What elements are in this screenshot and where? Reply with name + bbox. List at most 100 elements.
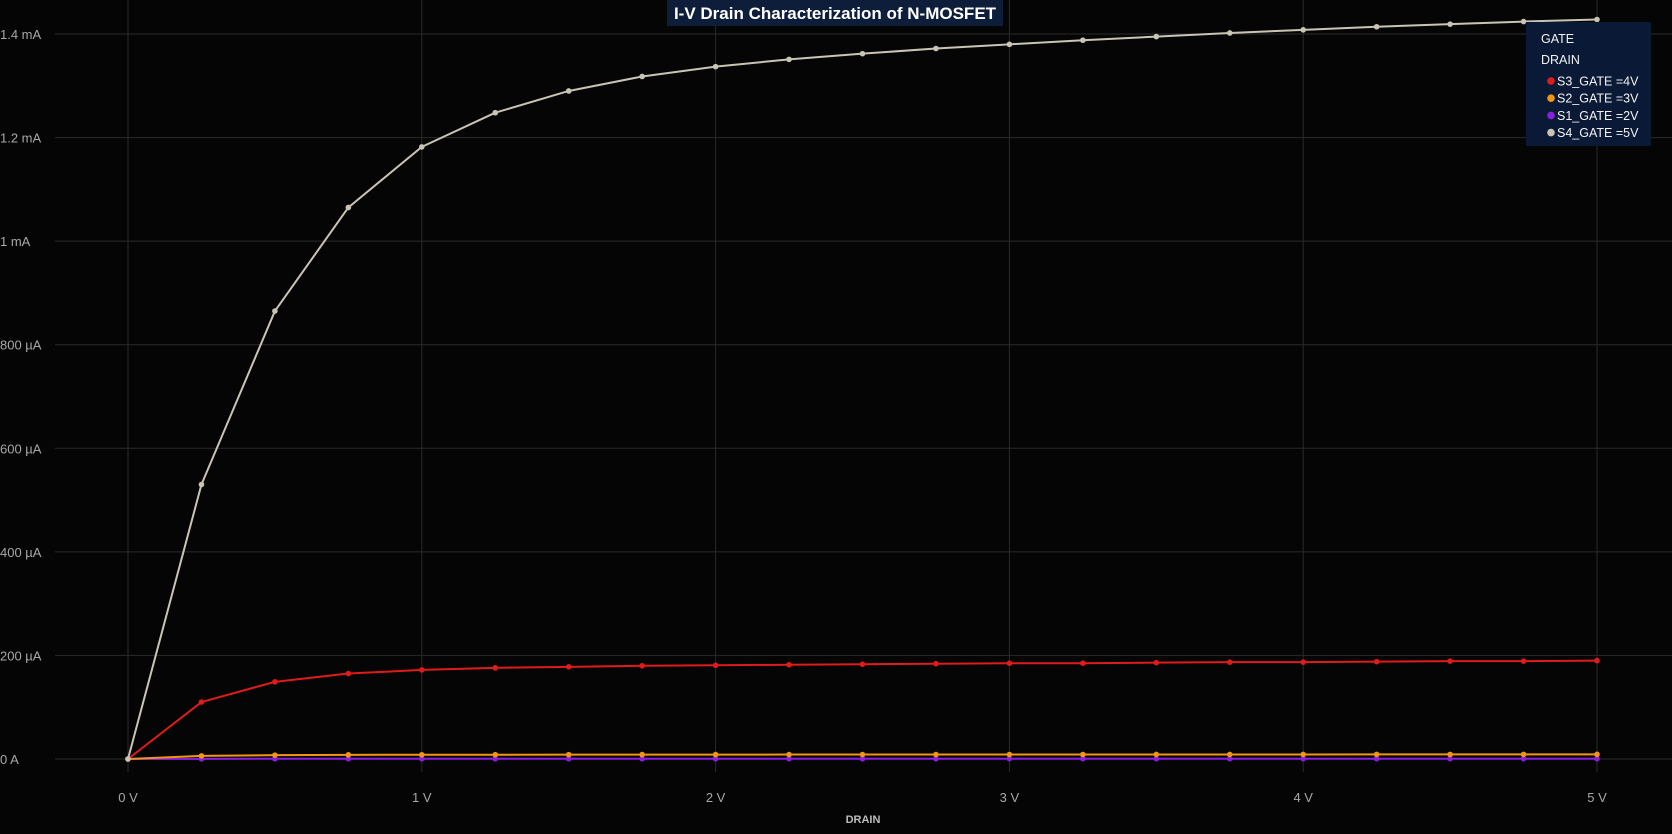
data-point-s1-gate-2v[interactable] bbox=[1373, 755, 1380, 762]
data-point-s2-gate-3v[interactable] bbox=[198, 753, 205, 759]
data-point-s1-gate-2v[interactable] bbox=[345, 755, 352, 762]
data-point-s1-gate-2v[interactable] bbox=[565, 755, 572, 762]
data-point-s4-gate-5v[interactable] bbox=[1594, 16, 1600, 23]
data-point-s1-gate-2v[interactable] bbox=[419, 755, 425, 762]
data-point-s4-gate-5v[interactable] bbox=[1300, 27, 1306, 33]
data-point-s4-gate-5v[interactable] bbox=[198, 481, 205, 488]
y-axis: 0 A 200 µA 400 µA 600 µA 800 µA 1 mA 1.2 mA 1.4… bbox=[0, 27, 42, 767]
data-point-s4-gate-5v[interactable] bbox=[272, 308, 278, 314]
x-axis-label: DRAIN bbox=[846, 814, 881, 826]
data-point-s4-gate-5v[interactable] bbox=[1006, 41, 1013, 48]
x-tick-label: 0 V bbox=[118, 790, 138, 805]
data-point-s4-gate-5v[interactable] bbox=[565, 88, 572, 94]
data-point-s1-gate-2v[interactable] bbox=[1594, 755, 1600, 762]
data-point-s2-gate-3v[interactable] bbox=[1080, 751, 1086, 758]
x-tick-label: 5 V bbox=[1587, 790, 1607, 805]
data-point-s3-gate-4v[interactable] bbox=[1153, 659, 1160, 666]
legend-item-s3-gate-4v[interactable]: S3_GATE =4V bbox=[1557, 75, 1639, 89]
data-point-s3-gate-4v[interactable] bbox=[933, 660, 939, 667]
data-point-s1-gate-2v[interactable] bbox=[492, 755, 499, 762]
data-point-s2-gate-3v[interactable] bbox=[345, 752, 352, 758]
data-point-s4-gate-5v[interactable] bbox=[859, 50, 866, 57]
data-point-s3-gate-4v[interactable] bbox=[712, 662, 719, 669]
data-point-s4-gate-5v[interactable] bbox=[419, 144, 425, 150]
data-point-s2-gate-3v[interactable] bbox=[565, 751, 572, 758]
data-point-s3-gate-4v[interactable] bbox=[272, 679, 278, 685]
data-point-s4-gate-5v[interactable] bbox=[345, 204, 352, 211]
series-line-s4-gate-5v bbox=[127, 18, 1598, 760]
data-point-s1-gate-2v[interactable] bbox=[933, 755, 939, 762]
data-point-s3-gate-4v[interactable] bbox=[198, 699, 205, 705]
data-point-s3-gate-4v[interactable] bbox=[1373, 658, 1380, 665]
data-point-s4-gate-5v[interactable] bbox=[933, 45, 939, 52]
data-point-s1-gate-2v[interactable] bbox=[1520, 755, 1527, 762]
data-point-s2-gate-3v[interactable] bbox=[786, 751, 792, 758]
y-tick-label: 200 µA bbox=[0, 648, 42, 663]
data-point-s2-gate-3v[interactable] bbox=[1594, 751, 1600, 758]
data-point-s4-gate-5v[interactable] bbox=[1373, 23, 1380, 30]
data-point-s2-gate-3v[interactable] bbox=[1226, 751, 1233, 758]
data-point-s1-gate-2v[interactable] bbox=[639, 755, 645, 762]
data-point-s3-gate-4v[interactable] bbox=[419, 667, 425, 673]
legend-item-s1-gate-2v[interactable]: S1_GATE =2V bbox=[1557, 109, 1639, 123]
series-s4-gate-5v bbox=[125, 16, 1600, 762]
data-point-s2-gate-3v[interactable] bbox=[1373, 751, 1380, 758]
y-tick-label: 1 mA bbox=[0, 234, 31, 249]
data-point-s3-gate-4v[interactable] bbox=[345, 670, 352, 677]
data-point-s4-gate-5v[interactable] bbox=[639, 73, 645, 80]
series-s1-gate-2v bbox=[125, 755, 1600, 762]
data-point-s1-gate-2v[interactable] bbox=[1300, 755, 1306, 762]
data-point-s4-gate-5v[interactable] bbox=[125, 756, 131, 762]
data-point-s1-gate-2v[interactable] bbox=[1080, 755, 1086, 762]
data-point-s3-gate-4v[interactable] bbox=[565, 664, 572, 670]
data-point-s3-gate-4v[interactable] bbox=[1080, 660, 1086, 666]
data-point-s3-gate-4v[interactable] bbox=[1006, 660, 1013, 666]
data-point-s2-gate-3v[interactable] bbox=[1153, 751, 1160, 758]
data-point-s2-gate-3v[interactable] bbox=[1300, 751, 1306, 758]
data-point-s4-gate-5v[interactable] bbox=[786, 56, 792, 63]
data-point-s2-gate-3v[interactable] bbox=[1447, 751, 1453, 758]
legend-item-s2-gate-3v[interactable]: S2_GATE =3V bbox=[1557, 92, 1639, 106]
data-point-s2-gate-3v[interactable] bbox=[1006, 751, 1013, 758]
data-point-s1-gate-2v[interactable] bbox=[1447, 755, 1453, 762]
data-point-s3-gate-4v[interactable] bbox=[492, 665, 499, 671]
data-point-s1-gate-2v[interactable] bbox=[786, 755, 792, 762]
data-point-s1-gate-2v[interactable] bbox=[859, 755, 866, 762]
data-point-s1-gate-2v[interactable] bbox=[1006, 755, 1013, 762]
data-point-s2-gate-3v[interactable] bbox=[933, 751, 939, 758]
legend-marker bbox=[1547, 111, 1555, 120]
data-point-s3-gate-4v[interactable] bbox=[639, 662, 645, 669]
legend-item-s4-gate-5v[interactable]: S4_GATE =5V bbox=[1557, 126, 1639, 140]
data-point-s4-gate-5v[interactable] bbox=[1153, 33, 1160, 40]
data-point-s2-gate-3v[interactable] bbox=[492, 751, 499, 758]
data-point-s4-gate-5v[interactable] bbox=[712, 63, 719, 70]
data-point-s4-gate-5v[interactable] bbox=[1226, 30, 1233, 36]
data-point-s3-gate-4v[interactable] bbox=[1520, 658, 1527, 664]
data-point-s1-gate-2v[interactable] bbox=[1153, 755, 1160, 762]
legend-header-gate: GATE bbox=[1541, 32, 1574, 46]
data-point-s1-gate-2v[interactable] bbox=[712, 755, 719, 762]
data-point-s2-gate-3v[interactable] bbox=[639, 751, 645, 758]
legend-marker bbox=[1547, 77, 1555, 85]
data-point-s1-gate-2v[interactable] bbox=[1226, 755, 1233, 762]
data-point-s2-gate-3v[interactable] bbox=[1520, 751, 1527, 758]
data-point-s3-gate-4v[interactable] bbox=[1226, 659, 1233, 665]
legend: GATE DRAIN S3_GATE =4V S2_GATE =3V S1_GATE… bbox=[1526, 22, 1651, 146]
data-point-s2-gate-3v[interactable] bbox=[419, 751, 425, 758]
data-point-s3-gate-4v[interactable] bbox=[1594, 657, 1600, 664]
y-tick-label: 600 µA bbox=[0, 441, 42, 456]
data-point-s3-gate-4v[interactable] bbox=[786, 661, 792, 668]
data-point-s4-gate-5v[interactable] bbox=[1447, 21, 1453, 27]
chart-title: I-V Drain Characterization of N-MOSFET bbox=[674, 4, 997, 23]
data-point-s4-gate-5v[interactable] bbox=[1080, 37, 1086, 44]
data-point-s4-gate-5v[interactable] bbox=[1520, 18, 1527, 25]
data-point-s2-gate-3v[interactable] bbox=[712, 751, 719, 758]
data-point-s3-gate-4v[interactable] bbox=[1300, 659, 1306, 665]
data-point-s2-gate-3v[interactable] bbox=[272, 752, 278, 758]
data-point-s4-gate-5v[interactable] bbox=[492, 109, 499, 116]
series-s3-gate-4v bbox=[125, 657, 1600, 762]
data-point-s3-gate-4v[interactable] bbox=[1447, 658, 1453, 664]
data-point-s3-gate-4v[interactable] bbox=[859, 661, 866, 668]
data-point-s2-gate-3v[interactable] bbox=[859, 751, 866, 758]
